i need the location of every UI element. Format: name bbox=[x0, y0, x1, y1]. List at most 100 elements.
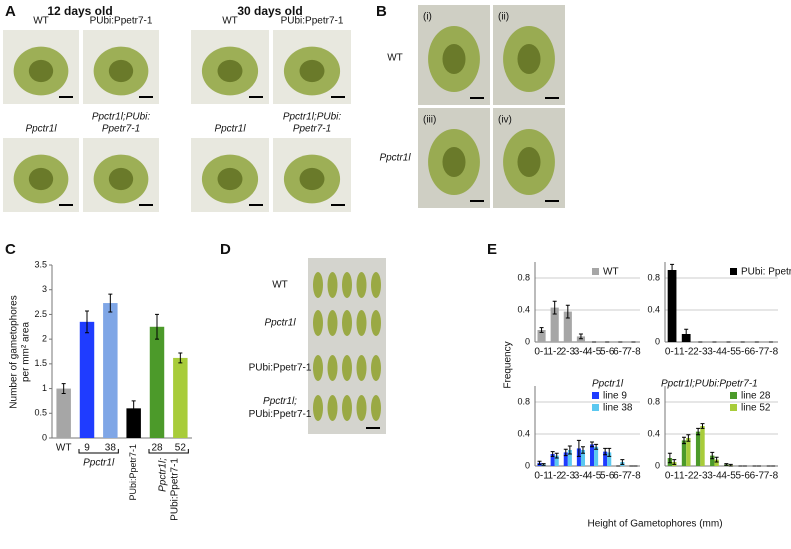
plant-core bbox=[299, 59, 325, 83]
group-label: PUbi:Ppetr7-1 bbox=[169, 458, 180, 521]
legend-label: line 28 bbox=[741, 391, 771, 402]
legend-label: line 52 bbox=[741, 403, 771, 414]
error-bar bbox=[131, 400, 136, 417]
error-bar bbox=[590, 441, 595, 448]
plant-core bbox=[217, 59, 243, 83]
y-tick-label: 0 bbox=[42, 432, 47, 442]
bar bbox=[576, 448, 581, 466]
error-bar bbox=[728, 463, 733, 467]
error-bar bbox=[667, 452, 672, 464]
y-axis-label: Number of gametophores bbox=[9, 295, 20, 408]
legend-title: Ppctr1l;PUbi:Ppetr7-1 bbox=[661, 379, 758, 390]
error-bar bbox=[550, 451, 555, 457]
error-bar bbox=[155, 313, 159, 340]
y-tick-label: 0.8 bbox=[647, 272, 660, 282]
bar bbox=[79, 321, 95, 438]
legend-label: line 9 bbox=[603, 391, 627, 402]
photo-label: PUbi:Ppetr7-1 bbox=[90, 16, 153, 27]
bracket bbox=[78, 449, 119, 454]
bar bbox=[667, 270, 677, 342]
plant bbox=[371, 395, 381, 421]
y-axis-label: Frequency bbox=[503, 341, 514, 388]
x-tick-label: 6-7 bbox=[613, 471, 628, 482]
photo-label: Ppctr1l;PUbi: bbox=[92, 112, 151, 123]
error-bar bbox=[61, 383, 66, 395]
legend-swatch bbox=[592, 404, 599, 411]
x-tick-label: 5-6 bbox=[600, 347, 615, 358]
photo-label: Ppctr1l;PUbi: bbox=[283, 112, 342, 123]
plant-core bbox=[442, 44, 466, 74]
plant bbox=[371, 355, 381, 381]
plant bbox=[327, 272, 338, 298]
panel-label: A bbox=[5, 3, 16, 20]
x-tick-label: 0-1 bbox=[665, 471, 680, 482]
x-tick-label: 2-3 bbox=[561, 347, 576, 358]
error-bar bbox=[178, 352, 183, 364]
plant-core bbox=[517, 147, 541, 177]
bar bbox=[563, 452, 568, 466]
photo-label: (iii) bbox=[423, 115, 436, 126]
error-bar bbox=[554, 452, 559, 459]
plant bbox=[342, 272, 352, 298]
x-tick-label: 4-5 bbox=[587, 471, 602, 482]
plant-core bbox=[28, 59, 54, 83]
row-label: WT bbox=[387, 53, 403, 64]
plant bbox=[371, 272, 381, 298]
error-bar bbox=[681, 436, 686, 445]
x-tick-label: 9 bbox=[84, 443, 90, 454]
x-tick-label: 0-1 bbox=[534, 347, 549, 358]
photo-label: Ppctr1l bbox=[25, 124, 57, 135]
bar bbox=[594, 446, 599, 466]
photo-label: (i) bbox=[423, 12, 432, 23]
plant bbox=[313, 395, 323, 421]
error-bar bbox=[580, 446, 585, 454]
x-tick-label: 5-6 bbox=[735, 471, 750, 482]
legend-swatch bbox=[730, 392, 737, 399]
legend-title: Ppctr1l bbox=[592, 379, 624, 390]
bar bbox=[589, 444, 595, 466]
bar bbox=[550, 307, 559, 342]
legend-swatch bbox=[592, 392, 599, 399]
x-tick-label: 2-3 bbox=[693, 471, 708, 482]
error-bar bbox=[710, 451, 715, 460]
y-tick-label: 0.4 bbox=[517, 304, 530, 314]
plant bbox=[313, 310, 323, 336]
photo-label: Ppetr7-1 bbox=[293, 124, 331, 135]
bar bbox=[710, 455, 715, 466]
x-tick-label: WT bbox=[56, 443, 72, 454]
x-tick-label: 3-4 bbox=[574, 471, 589, 482]
y-tick-label: 3 bbox=[42, 284, 47, 294]
bar bbox=[580, 450, 586, 466]
plant bbox=[356, 272, 367, 298]
y-tick-label: 0 bbox=[525, 336, 530, 346]
x-tick-label: 2-3 bbox=[561, 471, 576, 482]
y-tick-label: 1.5 bbox=[34, 358, 47, 368]
error-bar bbox=[576, 439, 581, 457]
x-tick-label: PUbi:Ppetr7-1 bbox=[128, 444, 138, 501]
photo-label: WT bbox=[222, 16, 238, 27]
bar bbox=[563, 311, 572, 342]
bar bbox=[554, 455, 559, 466]
panel-label: E bbox=[487, 241, 497, 258]
x-axis-label: Height of Gametophores (mm) bbox=[587, 519, 722, 530]
error-bar bbox=[603, 447, 608, 456]
error-bar bbox=[684, 328, 689, 340]
bar bbox=[567, 450, 572, 466]
error-bar bbox=[563, 448, 568, 457]
error-bar bbox=[724, 463, 729, 466]
bar bbox=[126, 408, 141, 438]
x-tick-label: 7-8 bbox=[764, 347, 779, 358]
photo-label: WT bbox=[33, 16, 49, 27]
x-tick-label: 28 bbox=[151, 443, 163, 454]
error-bar bbox=[714, 456, 719, 463]
bar bbox=[681, 440, 687, 466]
y-tick-label: 0.4 bbox=[647, 304, 660, 314]
x-tick-label: 4-5 bbox=[587, 347, 602, 358]
group-label: Ppctr1l bbox=[83, 458, 115, 469]
plant bbox=[356, 310, 367, 336]
bar bbox=[700, 426, 705, 466]
plant-core bbox=[517, 44, 541, 74]
error-bar bbox=[541, 463, 546, 466]
row-label: PUbi:Ppetr7-1 bbox=[249, 409, 312, 420]
